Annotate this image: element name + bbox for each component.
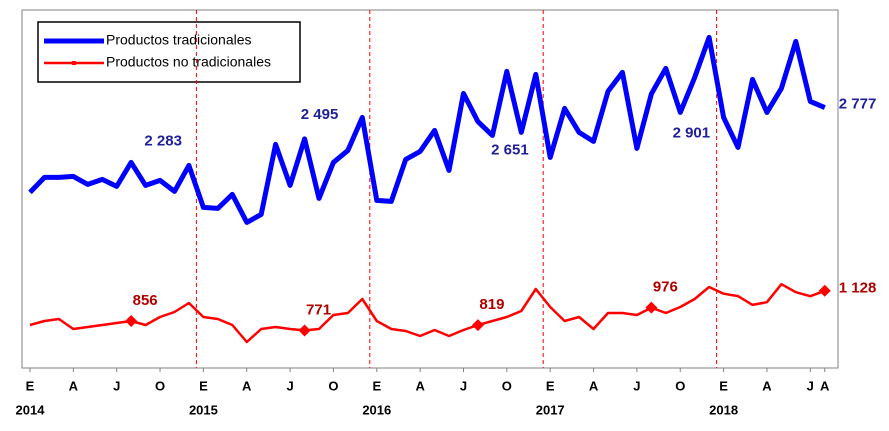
x-tick-label: O — [675, 378, 685, 393]
x-tick-label: J — [633, 378, 640, 393]
x-tick-label: A — [762, 378, 772, 393]
series-line — [28, 34, 826, 225]
year-label: 2016 — [362, 402, 391, 417]
data-point-marker — [298, 324, 311, 337]
x-tick-label: J — [460, 378, 467, 393]
x-tick-label: O — [328, 378, 338, 393]
x-tick-label: E — [372, 378, 381, 393]
x-tick-label: E — [199, 378, 208, 393]
x-tick-label: E — [546, 378, 555, 393]
x-tick-label: O — [155, 378, 165, 393]
data-label: 2 777 — [839, 96, 877, 113]
data-point-marker — [645, 301, 658, 314]
legend-label: Productos tradicionales — [106, 32, 252, 48]
year-label: 2018 — [709, 402, 738, 417]
x-tick-label: A — [589, 378, 599, 393]
data-label: 856 — [133, 292, 158, 309]
data-label: 2 283 — [144, 132, 182, 149]
x-tick-label: A — [415, 378, 425, 393]
data-point-marker — [125, 315, 138, 327]
x-tick-label: A — [69, 378, 79, 393]
x-tick-label: A — [820, 378, 830, 393]
x-tick-label: E — [719, 378, 728, 393]
data-label: 771 — [306, 301, 331, 318]
x-tick-label: J — [286, 378, 293, 393]
x-tick-label: J — [807, 378, 814, 393]
x-tick-label: O — [502, 378, 512, 393]
legend: Productos tradicionales Productos no trad… — [37, 21, 301, 83]
legend-box — [37, 21, 301, 83]
data-label: 2 495 — [301, 106, 339, 123]
series-line — [29, 282, 826, 344]
data-label: 819 — [479, 296, 504, 313]
data-label: 2 651 — [491, 142, 529, 159]
x-tick-label: J — [113, 378, 120, 393]
year-label: 2014 — [16, 402, 46, 417]
year-label: 2015 — [189, 402, 218, 417]
data-label: 2 901 — [673, 125, 711, 142]
data-label: 976 — [653, 279, 678, 296]
legend-marker — [72, 61, 76, 65]
data-point-marker — [471, 319, 484, 332]
legend-label: Productos no tradicionales — [106, 54, 271, 70]
data-label: 1 128 — [839, 280, 877, 297]
year-label: 2017 — [536, 402, 565, 417]
x-tick-label: E — [26, 378, 35, 393]
data-point-marker — [818, 284, 831, 297]
x-tick-label: A — [242, 378, 252, 393]
